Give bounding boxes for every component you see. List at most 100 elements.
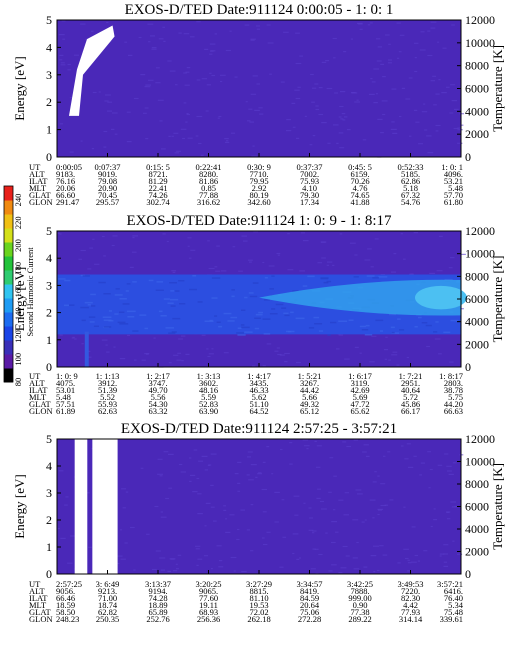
heatmap-speckle [336, 142, 339, 144]
table-cell: 5.48 [56, 392, 71, 402]
heatmap-speckle [259, 113, 264, 115]
heatmap-speckle [286, 119, 291, 121]
y2-tick-label: 8000 [465, 477, 489, 491]
table-cell: 71.00 [98, 593, 117, 603]
heatmap-speckle [62, 38, 66, 40]
heatmap-band-texture [126, 310, 136, 313]
heatmap-band-texture [108, 320, 114, 322]
heatmap-speckle [454, 108, 459, 110]
heatmap-band-texture [93, 325, 99, 327]
heatmap-speckle [356, 99, 359, 101]
heatmap-speckle [312, 532, 315, 534]
table-cell: 6416. [444, 586, 463, 596]
table-cell: 66.60 [56, 190, 75, 200]
table-cell: 2803. [444, 378, 463, 388]
heatmap-speckle [59, 123, 64, 125]
table-cell: 3602. [199, 378, 218, 388]
table-cell: 1: 0: 9 [56, 371, 78, 381]
table-cell: 1: 3:13 [197, 371, 221, 381]
heatmap-speckle [382, 76, 386, 78]
heatmap-speckle [302, 439, 309, 441]
heatmap-speckle [391, 88, 397, 90]
table-cell: 77.93 [401, 607, 420, 617]
heatmap-band-texture [102, 316, 112, 318]
chart-panel-2: EXOS-D/TED Date:911124 1: 0: 9 - 1: 8:17… [12, 213, 505, 416]
heatmap-speckle [250, 504, 254, 506]
heatmap-band-texture [218, 325, 223, 328]
table-cell: 61.80 [444, 197, 463, 207]
heatmap-speckle [237, 482, 241, 484]
heatmap-speckle [350, 38, 353, 40]
heatmap-band-texture [308, 327, 315, 329]
table-cell: 74.65 [350, 190, 369, 200]
heatmap-speckle [124, 542, 128, 544]
heatmap-band-texture [167, 302, 174, 304]
table-row-label: GLON [29, 614, 53, 624]
table-cell: 74.26 [148, 190, 167, 200]
heatmap-speckle [369, 22, 373, 24]
heatmap-speckle [106, 110, 112, 112]
table-cell: 5185. [401, 169, 420, 179]
heatmap-speckle [196, 21, 201, 23]
heatmap-speckle [196, 79, 201, 81]
y-tick-label: 0 [46, 567, 52, 581]
heatmap-speckle [168, 135, 171, 137]
heatmap-band-texture [330, 321, 337, 324]
colorbar-segment [4, 298, 13, 313]
heatmap-band-texture [263, 299, 270, 301]
heatmap-speckle [370, 78, 373, 80]
heatmap-speckle [59, 334, 63, 336]
heatmap-speckle [250, 38, 256, 40]
table-row-label: GLAT [29, 190, 52, 200]
heatmap-speckle [133, 359, 137, 361]
heatmap-band-texture [81, 319, 86, 322]
heatmap-band-texture [139, 314, 147, 316]
table-cell: 49.32 [300, 399, 319, 409]
heatmap-speckle [112, 235, 118, 237]
heatmap-speckle [186, 113, 190, 116]
heatmap-speckle [250, 550, 254, 552]
heatmap-band-texture [390, 326, 395, 329]
heatmap-speckle [383, 349, 389, 351]
heatmap-speckle [437, 464, 443, 466]
heatmap-speckle [384, 358, 388, 360]
heatmap-band-texture [119, 323, 129, 325]
heatmap-speckle [217, 117, 220, 119]
heatmap-band-texture [103, 319, 112, 321]
heatmap-speckle [411, 526, 416, 528]
heatmap-speckle [133, 97, 139, 100]
heatmap-speckle [450, 501, 456, 503]
heatmap-speckle [58, 470, 64, 472]
table-row-label: GLAT [29, 607, 52, 617]
heatmap-speckle [107, 101, 113, 103]
table-cell: 4075. [56, 378, 75, 388]
y2-tick-label: 4000 [465, 522, 489, 536]
heatmap-speckle [420, 462, 425, 464]
table-cell: 8721. [148, 169, 167, 179]
heatmap-band-texture [209, 319, 213, 322]
heatmap-speckle [233, 570, 236, 572]
heatmap-band-texture [366, 275, 375, 277]
y-tick-label: 2 [46, 95, 52, 109]
heatmap-speckle [332, 37, 337, 40]
heatmap-speckle [345, 555, 350, 557]
heatmap-speckle [157, 473, 163, 475]
heatmap-speckle [185, 121, 188, 123]
heatmap-speckle [312, 135, 316, 137]
heatmap-speckle [214, 266, 218, 268]
heatmap-speckle [312, 530, 317, 532]
table-cell: 20.90 [98, 183, 117, 193]
heatmap-speckle [224, 141, 230, 143]
heatmap-speckle [208, 353, 214, 355]
heatmap-speckle [384, 504, 389, 506]
y-tick-label: 4 [46, 40, 52, 54]
y2-tick-label: 0 [465, 150, 471, 164]
table-cell: 68.93 [199, 607, 218, 617]
heatmap-speckle [396, 22, 401, 24]
heatmap-speckle [309, 144, 313, 146]
heatmap-speckle [124, 41, 128, 43]
table-cell: 0.90 [353, 600, 368, 610]
heatmap-speckle [339, 147, 345, 149]
heatmap-band-texture [262, 318, 271, 320]
heatmap-speckle [190, 474, 196, 476]
